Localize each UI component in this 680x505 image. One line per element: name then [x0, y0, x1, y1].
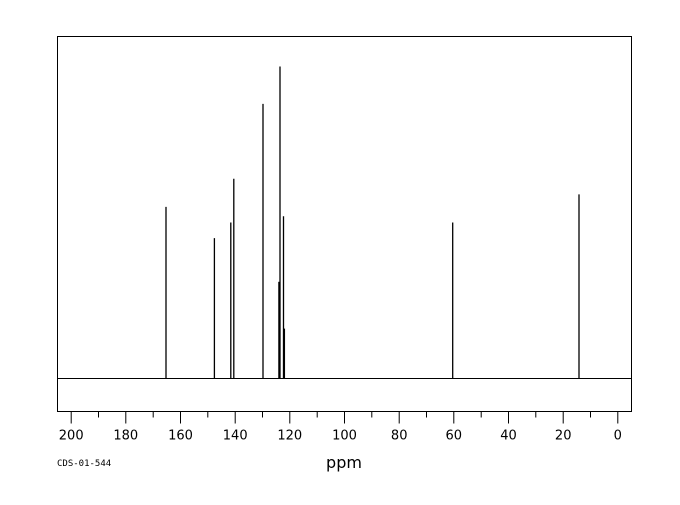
tick-label: 200	[59, 429, 84, 444]
x-axis-label: ppm	[326, 453, 362, 472]
spectrum-trace	[57, 66, 632, 379]
plot-frame	[57, 36, 632, 412]
tick-label: 0	[614, 429, 622, 444]
spectrum-code: CDS-01-544	[57, 459, 111, 469]
tick-label: 20	[555, 429, 572, 444]
tick-label: 140	[223, 429, 248, 444]
tick-label: 80	[391, 429, 408, 444]
x-axis-tick-labels: 200 180 160 140 120 100 80 60 40 20 0	[59, 429, 622, 444]
tick-label: 60	[446, 429, 463, 444]
tick-label: 180	[113, 429, 138, 444]
tick-label: 120	[277, 429, 302, 444]
x-axis-ticks	[70, 411, 619, 424]
tick-label: 160	[168, 429, 193, 444]
tick-label: 100	[332, 429, 357, 444]
tick-label: 40	[500, 429, 517, 444]
